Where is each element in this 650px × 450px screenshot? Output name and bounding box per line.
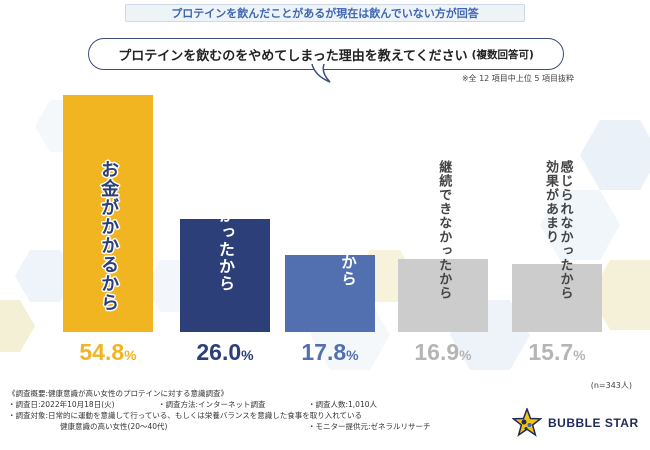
question-text: プロテインを飲むのをやめてしまった理由を教えてください	[118, 48, 468, 64]
survey-count: ・調査人数:1,010人	[308, 400, 377, 409]
bar-label-line: できるだけ食べ物から	[339, 122, 358, 287]
value-number: 16.9	[414, 339, 460, 365]
bar-1	[63, 94, 153, 332]
value-label-3: 17.8%	[301, 339, 358, 366]
value-unit: %	[124, 347, 137, 363]
question-suffix: (複数回答可)	[471, 48, 534, 61]
bar-label-line: 感じられなかったから	[557, 160, 573, 300]
bar-label-line: 美味しくなかったから	[215, 122, 235, 292]
sample-size: (n=343人)	[590, 381, 632, 390]
logo-text: BUBBLE STAR	[548, 416, 639, 430]
bar-2	[180, 219, 270, 332]
value-number: 26.0	[196, 339, 242, 365]
bar-label-3: できるだけ食べ物から タンパク質を 摂取したいから	[304, 122, 358, 287]
value-unit: %	[346, 347, 359, 363]
survey-provider: ・モニター提供元:ゼネラルリサーチ	[308, 422, 431, 431]
value-unit: %	[459, 347, 472, 363]
bar-label-1: お金がかかるから	[98, 160, 120, 312]
bar-label-line: 摂取したいから	[304, 122, 323, 238]
value-number: 17.8	[301, 339, 347, 365]
bubble-star-logo: BUBBLE STAR	[512, 404, 642, 442]
selection-note: ※全 12 項目中上位 5 項目抜粋	[461, 74, 574, 83]
value-number: 54.8	[79, 339, 125, 365]
bar-label-4: 継続できなかったから	[436, 160, 451, 300]
survey-method: ・調査方法:インターネット調査	[158, 400, 266, 409]
value-label-2: 26.0%	[196, 339, 253, 366]
bar-label-line: 効果があまり	[542, 160, 558, 244]
question-box: プロテインを飲むのをやめてしまった理由を教えてください (複数回答可)	[88, 38, 564, 70]
bar-label-line: お金がかかるから	[98, 160, 120, 312]
bar-4	[398, 258, 488, 332]
survey-title: 《調査概要:健康意識が高い女性のプロテインに対する意識調査》	[8, 389, 229, 398]
survey-target-detail: 健康意識の高い女性(20〜40代)	[60, 422, 168, 431]
value-unit: %	[573, 347, 586, 363]
survey-target: ・調査対象:日常的に運動を意識して行っている、もしくは栄養バランスを意識した食事…	[8, 411, 363, 420]
value-label-1: 54.8%	[79, 339, 136, 366]
bar-label-line: 継続できなかったから	[436, 160, 452, 300]
bar-label-line: タンパク質を	[321, 122, 340, 221]
survey-date: ・調査日:2022年10月18日(火)	[8, 400, 115, 409]
survey-overview: 《調査概要:健康意識が高い女性のプロテインに対する意識調査》 ・調査日:2022…	[8, 388, 488, 432]
bar-label-2: 美味しくなかったから	[215, 122, 235, 292]
value-label-5: 15.7%	[528, 339, 585, 366]
value-label-4: 16.9%	[414, 339, 471, 366]
bar-5	[512, 264, 602, 332]
value-number: 15.7	[528, 339, 574, 365]
value-unit: %	[241, 347, 254, 363]
star-icon	[512, 408, 542, 437]
bar-3	[285, 254, 375, 332]
bar-label-5: 感じられなかったから 効果があまり	[542, 160, 573, 300]
speech-bubble-tail	[311, 64, 331, 83]
respondent-banner: プロテインを飲んだことがあるが現在は飲んでいない方が回答	[125, 4, 525, 22]
